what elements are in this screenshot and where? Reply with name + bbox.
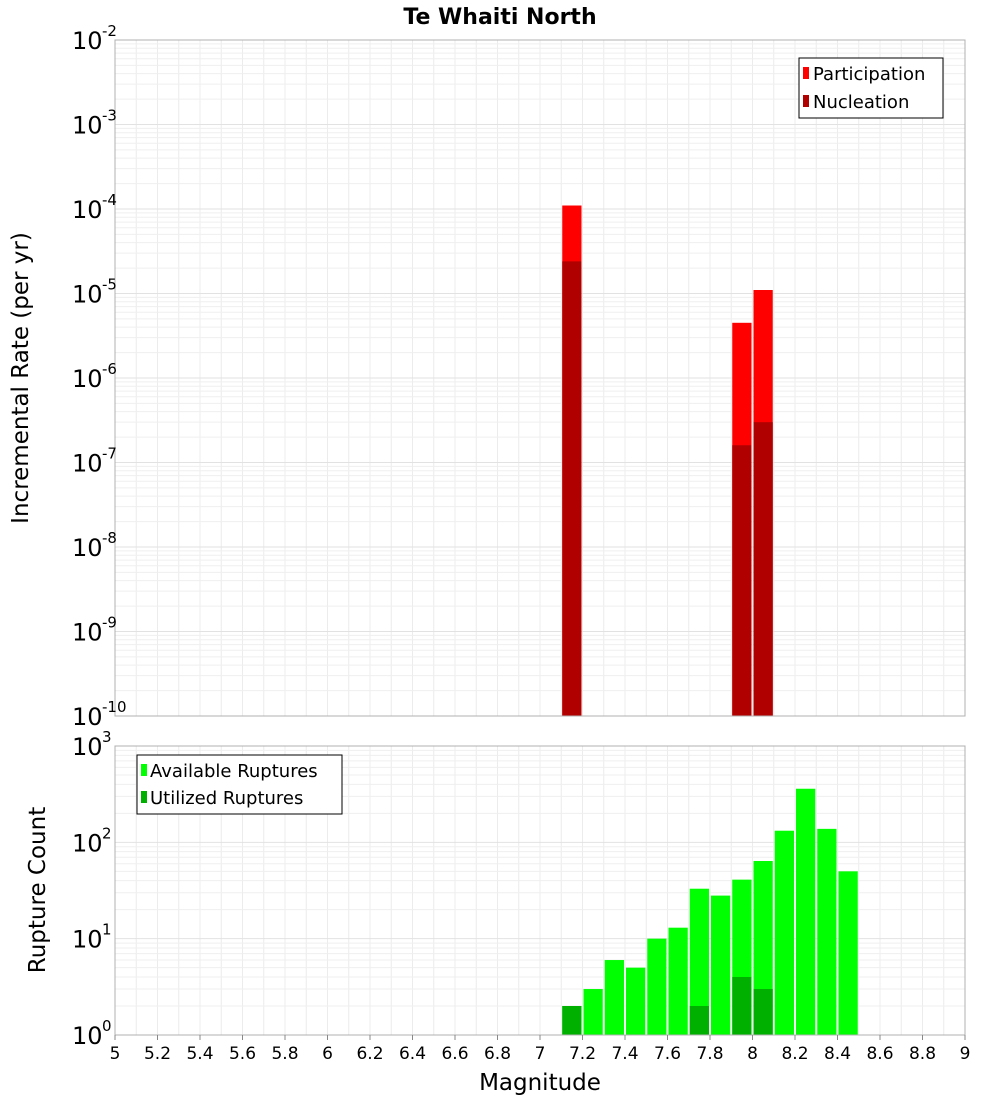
count-legend-box (136, 754, 343, 815)
rate-bar-nucleation (753, 422, 773, 716)
count-y-tick-label: 10 (72, 829, 103, 857)
count-y-tick-exponent: 1 (102, 921, 112, 939)
participation-legend-label: Participation (813, 64, 925, 85)
count-bar-available-ruptures (583, 989, 603, 1035)
count-y-axis-label: Rupture Count (25, 807, 51, 973)
count-bar-available-ruptures (838, 871, 858, 1035)
count-bar-utilized-ruptures (562, 1006, 582, 1035)
rate-bar-nucleation (562, 261, 582, 716)
count-y-tick-exponent: 2 (102, 824, 112, 842)
x-tick-label: 6.6 (441, 1044, 468, 1064)
x-tick-label: 5.8 (271, 1044, 298, 1064)
nucleation-legend-swatch (803, 95, 809, 107)
count-y-tick-exponent: 0 (102, 1017, 112, 1035)
rate-y-tick-exponent: -9 (102, 614, 117, 632)
rate-y-tick-label: 10 (72, 534, 103, 562)
rate-y-tick-label: 10 (72, 365, 103, 393)
count-bar-utilized-ruptures (689, 1006, 709, 1035)
rate-y-tick-label: 10 (72, 112, 103, 140)
utilized-legend-label: Utilized Ruptures (150, 788, 303, 809)
x-tick-label: 8.6 (866, 1044, 893, 1064)
count-bar-available-ruptures (774, 830, 794, 1035)
rate-y-tick-label: 10 (72, 703, 103, 731)
rate-y-tick-exponent: -8 (102, 529, 117, 547)
rate-y-tick-label: 10 (72, 27, 103, 55)
rate-bar-nucleation (732, 445, 752, 716)
rate-bars (562, 205, 773, 716)
count-bar-available-ruptures (647, 938, 667, 1035)
x-tick-label: 7.6 (654, 1044, 681, 1064)
count-bar-available-ruptures (604, 960, 624, 1035)
rate-y-tick-exponent: -6 (102, 360, 117, 378)
rate-y-tick-exponent: -5 (102, 276, 117, 294)
count-y-tick-label: 10 (72, 1022, 103, 1050)
x-tick-label: 5.2 (144, 1044, 171, 1064)
nucleation-legend-label: Nucleation (813, 92, 909, 113)
x-tick-label: 8 (747, 1044, 758, 1064)
available-legend-label: Available Ruptures (150, 761, 318, 782)
x-tick-label: 6.2 (356, 1044, 383, 1064)
x-tick-label: 6.8 (484, 1044, 511, 1064)
count-bar-utilized-ruptures (732, 977, 752, 1035)
count-y-tick-label: 10 (72, 733, 103, 761)
chart-title: Te Whaiti North (403, 5, 596, 30)
count-y-tick-exponent: 3 (102, 728, 112, 746)
rate-y-tick-exponent: -3 (102, 107, 117, 125)
count-bar-available-ruptures (796, 788, 816, 1035)
participation-legend-swatch (803, 67, 809, 79)
x-tick-label: 6 (322, 1044, 333, 1064)
x-tick-label: 5.6 (229, 1044, 256, 1064)
x-tick-label: 5 (110, 1044, 121, 1064)
count-bar-available-ruptures (668, 927, 688, 1035)
rate-plot-frame (114, 39, 966, 717)
rate-legend: Participation Nucleation (798, 57, 944, 119)
utilized-legend-swatch (141, 791, 147, 803)
x-tick-label: 7 (535, 1044, 546, 1064)
count-bar-available-ruptures (626, 967, 646, 1035)
rate-y-axis-label: Incremental Rate (per yr) (8, 232, 34, 524)
count-legend: Available Ruptures Utilized Ruptures (136, 754, 343, 815)
x-tick-label: 6.4 (399, 1044, 426, 1064)
x-axis-label: Magnitude (479, 1070, 601, 1096)
count-x-ticks: 5 5.2 5.4 5.6 5.8 6 6.2 6.4 6.6 6.8 7 7.2 7.4 7.6 7.8 8… (110, 1035, 971, 1064)
available-legend-swatch (141, 764, 147, 776)
x-tick-label: 5.4 (186, 1044, 213, 1064)
count-bars (562, 788, 858, 1035)
x-tick-label: 9 (960, 1044, 971, 1064)
count-bar-utilized-ruptures (753, 989, 773, 1035)
rate-y-tick-label: 10 (72, 281, 103, 309)
rate-y-tick-label: 10 (72, 450, 103, 478)
rate-y-tick-exponent: -4 (102, 191, 117, 209)
rate-y-tick-exponent: -2 (102, 22, 117, 40)
count-bar-available-ruptures (689, 888, 709, 1035)
count-y-tick-label: 10 (72, 926, 103, 954)
rate-grid (114, 40, 966, 717)
rate-y-tick-exponent: -10 (102, 698, 127, 716)
x-tick-label: 8.2 (781, 1044, 808, 1064)
x-tick-label: 7.4 (611, 1044, 638, 1064)
count-bar-available-ruptures (817, 828, 837, 1035)
count-bar-available-ruptures (711, 895, 731, 1035)
rate-legend-box (798, 57, 944, 119)
rate-y-tick-label: 10 (72, 619, 103, 647)
x-tick-label: 8.4 (824, 1044, 851, 1064)
rate-y-tick-label: 10 (72, 196, 103, 224)
x-tick-label: 7.2 (569, 1044, 596, 1064)
x-tick-label: 7.8 (696, 1044, 723, 1064)
rate-y-tick-exponent: -7 (102, 445, 117, 463)
x-tick-label: 8.8 (909, 1044, 936, 1064)
